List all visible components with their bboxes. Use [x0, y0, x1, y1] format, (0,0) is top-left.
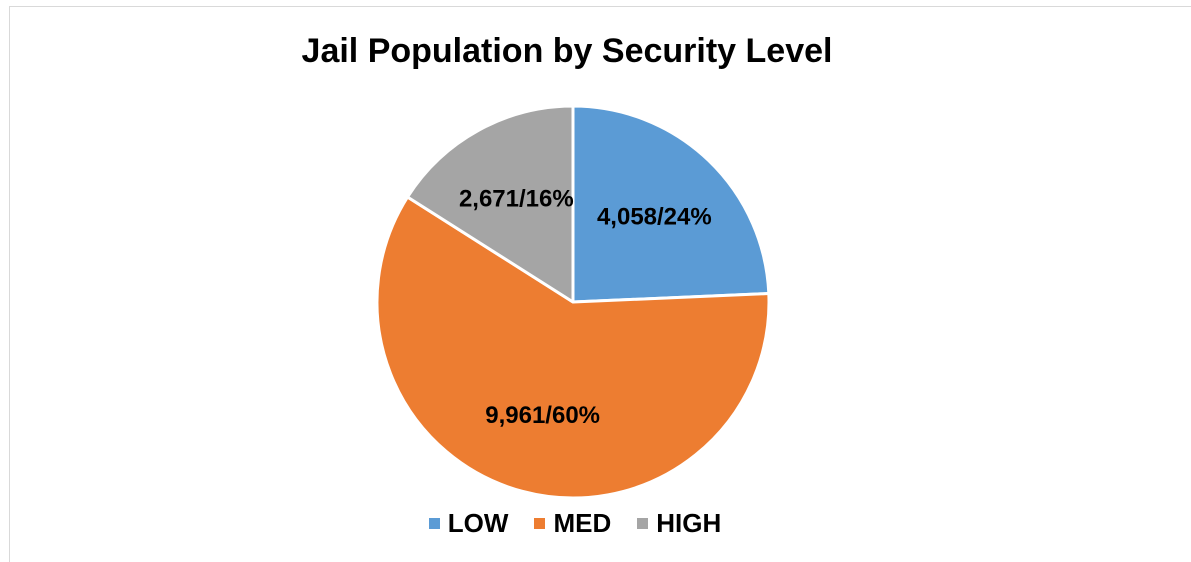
chart-area: [9, 6, 1191, 562]
pie-slice-high: [405, 104, 575, 304]
chart-title: Jail Population by Security Level: [301, 32, 833, 70]
legend-swatch-med: [534, 518, 546, 529]
legend-swatch-low: [428, 518, 440, 529]
data-label-low: 4,058/24%: [597, 204, 712, 231]
legend-item-high: HIGH: [637, 508, 721, 539]
legend-label-low: LOW: [447, 508, 509, 538]
legend-label-high: HIGH: [656, 508, 722, 538]
legend-label-med: MED: [553, 508, 612, 538]
data-label-med: 9,961/60%: [485, 402, 600, 429]
pie-slice-med: [375, 195, 771, 500]
legend-item-low: LOW: [428, 508, 509, 539]
legend: LOW MED HIGH: [0, 508, 1150, 539]
legend-item-med: MED: [534, 508, 611, 539]
legend-swatch-high: [637, 518, 649, 529]
data-label-high: 2,671/16%: [459, 185, 574, 212]
pie-slice-low: [571, 104, 771, 304]
